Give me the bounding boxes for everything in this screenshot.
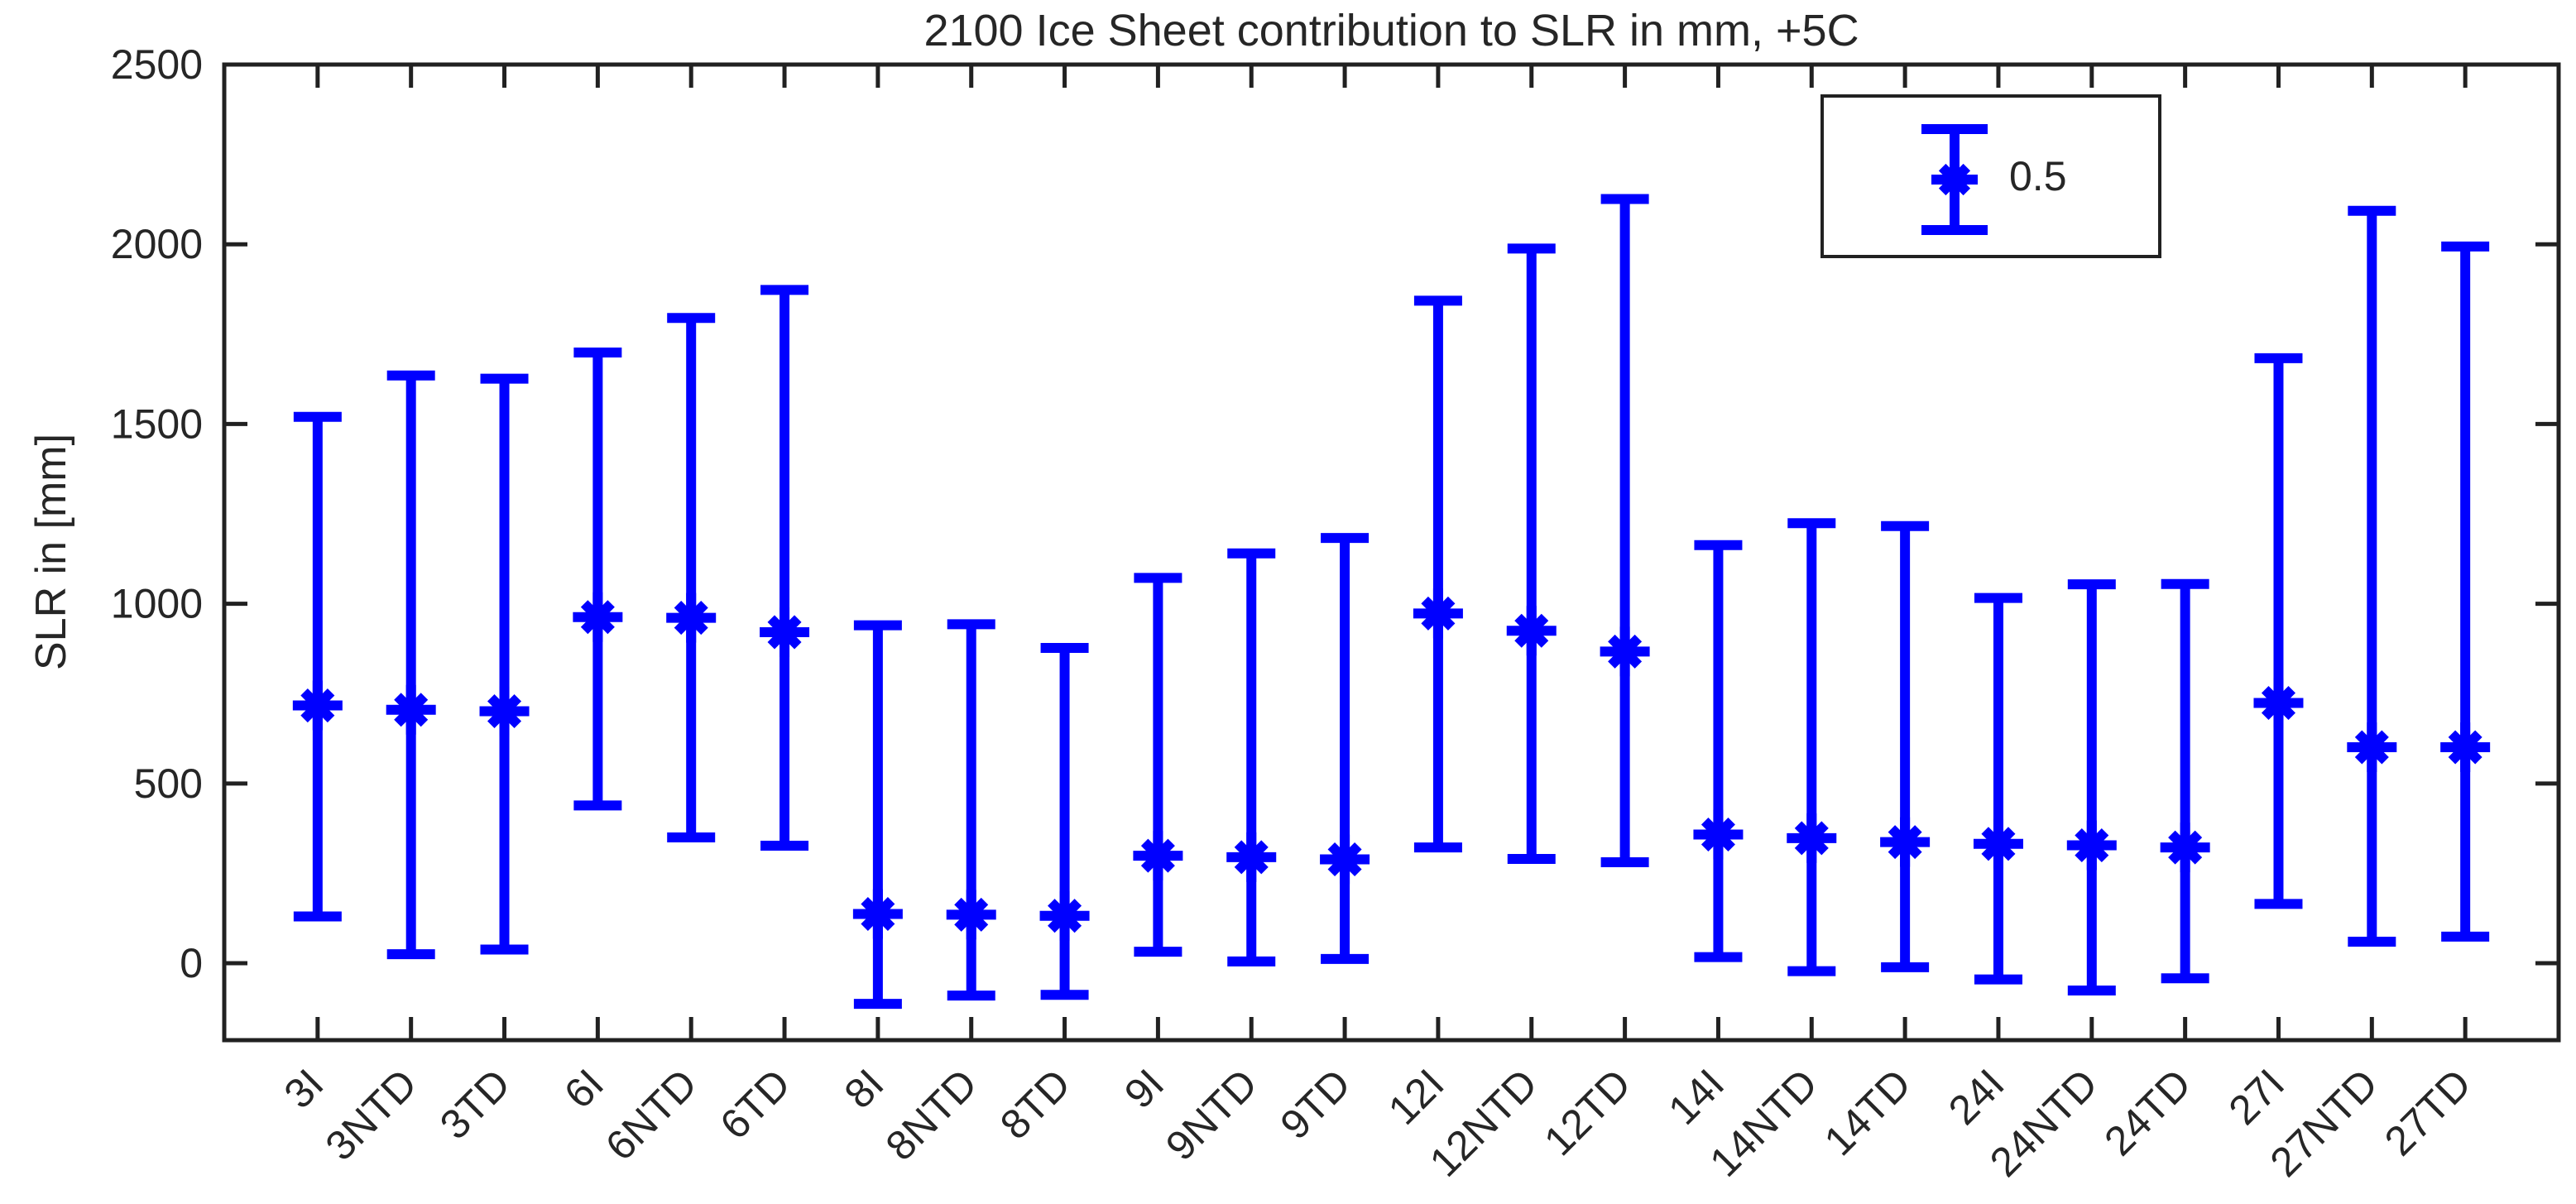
asterisk-marker-icon: [2066, 820, 2117, 871]
errorbar-6NTD: [666, 313, 717, 842]
x-tick-label: 24NTD: [1981, 1060, 2107, 1186]
errorbar-6I: [573, 347, 623, 811]
x-tick-label: 3TD: [431, 1060, 519, 1148]
errorbar-3NTD: [386, 370, 436, 960]
asterisk-marker-icon: [479, 686, 530, 736]
x-tick-label: 8TD: [991, 1060, 1079, 1148]
x-tick-label: 9I: [1115, 1060, 1173, 1117]
asterisk-marker-icon: [1973, 818, 2023, 869]
x-tick-label: 27NTD: [2262, 1060, 2387, 1186]
y-tick-label: 1500: [111, 401, 203, 447]
x-tick-label: 14I: [1659, 1060, 1733, 1134]
errorbar-9I: [1133, 573, 1183, 957]
errorbar-12NTD: [1506, 243, 1557, 865]
asterisk-marker-icon: [852, 889, 903, 939]
asterisk-marker-icon: [2253, 678, 2304, 728]
asterisk-marker-icon: [1600, 626, 1650, 677]
y-tick-label: 500: [134, 760, 203, 807]
asterisk-marker-icon: [386, 684, 436, 735]
y-tick-label: 2500: [111, 41, 203, 88]
series-errorbars: [292, 194, 2491, 1010]
errorbar-14I: [1693, 540, 1744, 962]
legend: 0.5: [1820, 94, 2161, 258]
x-tick-label: 12TD: [1535, 1060, 1639, 1164]
asterisk-marker-icon: [1880, 817, 1931, 867]
x-tick-label: 8I: [836, 1060, 893, 1117]
asterisk-marker-icon: [666, 592, 717, 643]
asterisk-marker-icon: [946, 890, 996, 940]
x-tick-label: 6TD: [711, 1060, 799, 1148]
errorbar-12TD: [1600, 194, 1650, 867]
x-tick-label: 6I: [555, 1060, 612, 1117]
errorbar-14TD: [1880, 520, 1931, 972]
x-tick-label: 14TD: [1816, 1060, 1920, 1164]
asterisk-marker-icon: [1039, 890, 1090, 941]
errorbar-12I: [1413, 295, 1463, 853]
errorbar-9NTD: [1226, 548, 1277, 967]
asterisk-marker-icon: [1413, 588, 1463, 639]
legend-label: 0.5: [2009, 153, 2067, 199]
x-tick-label: 3I: [276, 1060, 333, 1117]
errorbar-27I: [2253, 353, 2304, 909]
x-tick-label: 24I: [1940, 1060, 2013, 1134]
errorbar-27TD: [2440, 241, 2491, 942]
x-tick-label: 9NTD: [1157, 1060, 1266, 1169]
errorbar-24TD: [2160, 578, 2210, 984]
y-tick-label: 1000: [111, 581, 203, 627]
x-tick-label: 24TD: [2095, 1060, 2199, 1164]
errorbar-8NTD: [946, 619, 996, 1001]
errorbar-8I: [852, 620, 903, 1010]
x-tick-label: 27TD: [2376, 1060, 2480, 1164]
y-axis: 0 500 1000 1500 2000 2500: [111, 41, 2559, 986]
chart-title: 2100 Ice Sheet contribution to SLR in mm…: [923, 6, 1859, 55]
x-tick-label: 12NTD: [1421, 1060, 1547, 1186]
asterisk-marker-icon: [2347, 722, 2397, 772]
asterisk-marker-icon: [292, 680, 343, 731]
x-tick-label: 9TD: [1271, 1060, 1359, 1148]
errorbar-3TD: [479, 373, 530, 955]
errorbar-3I: [292, 411, 343, 922]
asterisk-marker-icon: [573, 592, 623, 642]
legend-sample-errorbar: [1921, 124, 1988, 235]
asterisk-marker-icon: [1787, 813, 1837, 863]
errorbar-27NTD: [2347, 205, 2397, 947]
y-tick-label: 2000: [111, 221, 203, 267]
asterisk-marker-icon: [1506, 606, 1557, 656]
x-tick-label: 3NTD: [317, 1060, 426, 1169]
asterisk-marker-icon: [1693, 809, 1744, 860]
errorbar-9TD: [1320, 533, 1370, 964]
asterisk-marker-icon: [2160, 823, 2210, 873]
asterisk-marker-icon: [760, 607, 810, 657]
x-tick-label: 6NTD: [597, 1060, 706, 1169]
x-tick-label: 14NTD: [1701, 1060, 1826, 1186]
asterisk-marker-icon: [1133, 831, 1183, 881]
asterisk-marker-icon: [2440, 722, 2491, 772]
x-tick-label: 27I: [2220, 1060, 2294, 1134]
asterisk-marker-icon: [1320, 834, 1370, 885]
errorbar-24NTD: [2066, 579, 2117, 996]
x-tick-label: 8NTD: [877, 1060, 986, 1169]
x-tick-label: 12I: [1379, 1060, 1453, 1134]
errorbar-8TD: [1039, 643, 1090, 1000]
legend-errorbar-icon: [1921, 124, 1988, 235]
y-tick-label: 0: [180, 940, 203, 986]
axes-box: [222, 62, 2561, 1043]
errorbar-24I: [1973, 592, 2023, 985]
errorbar-6TD: [760, 285, 810, 851]
asterisk-marker-icon: [1226, 832, 1277, 882]
errorbar-14NTD: [1787, 518, 1837, 976]
